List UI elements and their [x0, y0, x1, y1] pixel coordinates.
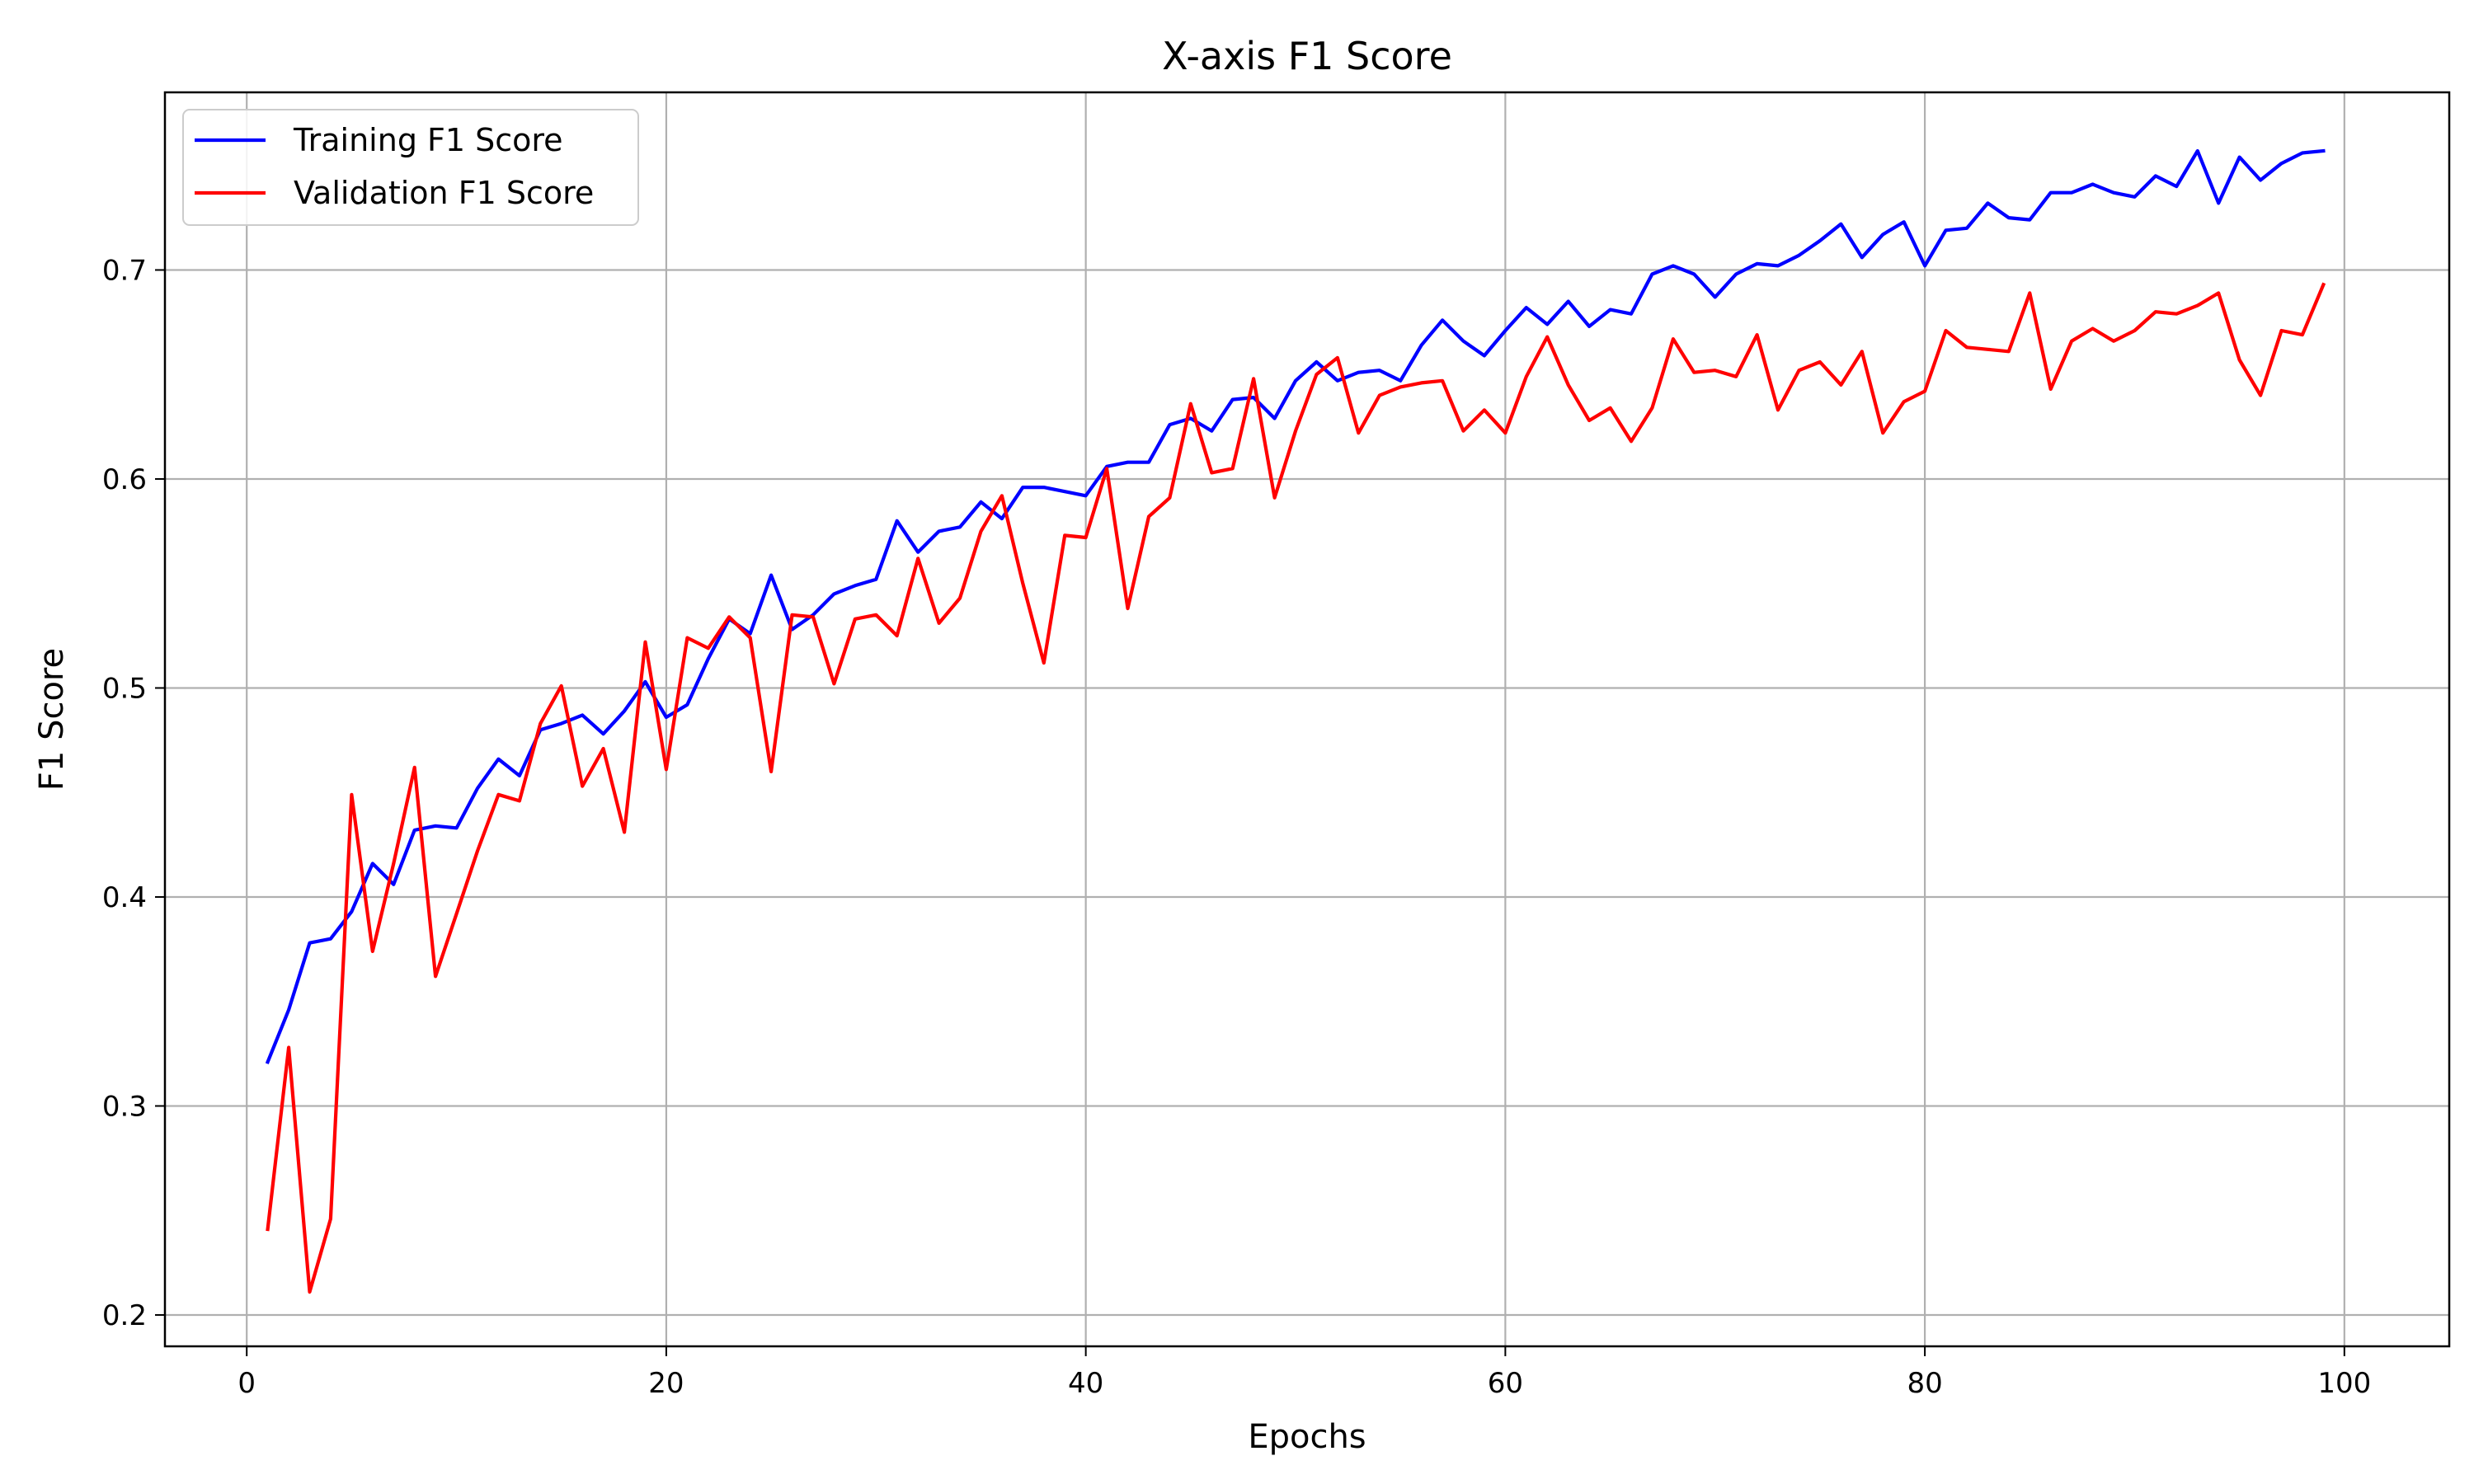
y-tick-label: 0.6	[102, 463, 147, 496]
y-tick-label: 0.3	[102, 1090, 147, 1123]
legend: Training F1 Score Validation F1 Score	[182, 109, 639, 226]
series-line-validation	[266, 282, 2326, 1294]
legend-label-validation: Validation F1 Score	[294, 175, 594, 211]
plot-area-frame	[163, 91, 2451, 1348]
axis-ticks: 0 20 40 60 80 100 0.2 0.3 0.4 0.5 0.6 0.7	[102, 254, 2371, 1400]
y-tick-label: 0.5	[102, 672, 147, 705]
y-axis-label: F1 Score	[33, 648, 71, 791]
x-tick-label: 0	[238, 1367, 256, 1400]
series-line-training	[265, 148, 2326, 1064]
x-tick-label: 80	[1907, 1367, 1942, 1400]
x-tick-label: 100	[2317, 1367, 2371, 1400]
grid-lines	[165, 92, 2449, 1346]
series-lines	[265, 148, 2326, 1294]
y-tick-label: 0.2	[102, 1299, 147, 1332]
y-tick-label: 0.7	[102, 254, 147, 287]
y-tick-label: 0.4	[102, 881, 147, 914]
legend-box	[182, 109, 639, 226]
legend-label-training: Training F1 Score	[293, 122, 563, 158]
x-tick-label: 60	[1488, 1367, 1523, 1400]
x-tick-label: 40	[1068, 1367, 1103, 1400]
x-axis-label: Epochs	[1248, 1418, 1366, 1456]
chart-title: X-axis F1 Score	[1162, 34, 1452, 78]
x-tick-label: 20	[648, 1367, 684, 1400]
